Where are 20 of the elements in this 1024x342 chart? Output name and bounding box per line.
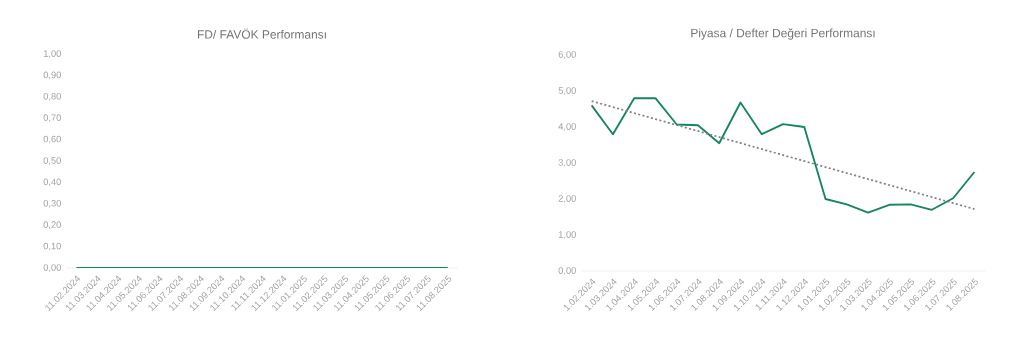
y-tick-label: 0,70 <box>43 114 61 123</box>
y-tick-label: 4,00 <box>558 123 576 131</box>
y-tick-label: 3,00 <box>558 159 576 167</box>
chart-title: FD/ FAVÖK Performansı <box>197 28 326 39</box>
y-tick-label: 0,90 <box>43 71 61 80</box>
y-tick-label: 0,00 <box>558 267 576 275</box>
y-tick-label: 1,00 <box>558 231 576 239</box>
y-tick-label: 0,60 <box>43 135 61 144</box>
y-tick-label: 1,00 <box>43 50 61 58</box>
y-tick-label: 6,00 <box>558 51 576 59</box>
y-tick-label: 0,40 <box>43 178 61 187</box>
y-tick-label: 2,00 <box>558 195 576 203</box>
y-tick-label: 0,50 <box>43 157 61 165</box>
y-tick-label: 0,10 <box>43 242 61 251</box>
y-tick-label: 0,20 <box>43 221 61 230</box>
y-tick-label: 0,00 <box>43 264 61 272</box>
chart-title: Piyasa / Defter Değeri Performansı <box>691 28 875 40</box>
y-tick-label: 0,30 <box>43 199 61 208</box>
y-tick-label: 5,00 <box>558 87 576 95</box>
y-tick-label: 0,80 <box>43 92 61 101</box>
